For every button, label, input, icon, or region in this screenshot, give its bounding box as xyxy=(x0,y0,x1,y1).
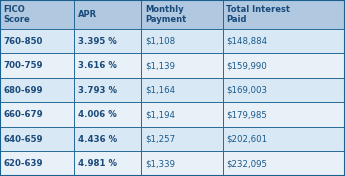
Bar xyxy=(223,54,345,78)
Text: 760-850: 760-850 xyxy=(3,37,43,46)
Bar xyxy=(223,78,345,102)
Text: $159,990: $159,990 xyxy=(226,61,267,70)
Text: 3.616 %: 3.616 % xyxy=(78,61,117,70)
Bar xyxy=(223,152,345,176)
Bar xyxy=(141,54,223,78)
Text: 700-759: 700-759 xyxy=(3,61,43,70)
Text: 4.006 %: 4.006 % xyxy=(78,110,116,119)
Bar xyxy=(141,152,223,176)
Bar xyxy=(0,0,74,29)
Text: $1,108: $1,108 xyxy=(145,37,175,46)
Text: $202,601: $202,601 xyxy=(226,135,267,144)
Text: 4.436 %: 4.436 % xyxy=(78,135,117,144)
Bar xyxy=(223,102,345,127)
Text: 640-659: 640-659 xyxy=(3,135,43,144)
Bar xyxy=(74,0,141,29)
Bar xyxy=(0,78,74,102)
Bar xyxy=(74,29,141,54)
Text: $148,884: $148,884 xyxy=(226,37,267,46)
Text: 4.981 %: 4.981 % xyxy=(78,159,117,168)
Text: $232,095: $232,095 xyxy=(226,159,267,168)
Text: $1,339: $1,339 xyxy=(145,159,175,168)
Bar xyxy=(223,0,345,29)
Text: FICO
Score: FICO Score xyxy=(3,5,30,24)
Bar xyxy=(0,152,74,176)
Bar xyxy=(74,127,141,152)
Text: $1,257: $1,257 xyxy=(145,135,175,144)
Text: $179,985: $179,985 xyxy=(226,110,267,119)
Bar xyxy=(0,102,74,127)
Text: Monthly
Payment: Monthly Payment xyxy=(145,5,186,24)
Bar xyxy=(74,152,141,176)
Bar xyxy=(223,127,345,152)
Bar xyxy=(0,54,74,78)
Text: $1,164: $1,164 xyxy=(145,86,175,95)
Text: $169,003: $169,003 xyxy=(226,86,267,95)
Bar xyxy=(141,127,223,152)
Text: $1,194: $1,194 xyxy=(145,110,175,119)
Bar xyxy=(74,102,141,127)
Bar xyxy=(74,54,141,78)
Text: 3.395 %: 3.395 % xyxy=(78,37,116,46)
Bar xyxy=(0,127,74,152)
Text: 680-699: 680-699 xyxy=(3,86,43,95)
Bar xyxy=(74,78,141,102)
Text: $1,139: $1,139 xyxy=(145,61,175,70)
Bar xyxy=(141,29,223,54)
Bar xyxy=(141,0,223,29)
Text: 620-639: 620-639 xyxy=(3,159,43,168)
Text: Total Interest
Paid: Total Interest Paid xyxy=(226,5,290,24)
Text: APR: APR xyxy=(78,10,97,19)
Bar xyxy=(141,102,223,127)
Text: 3.793 %: 3.793 % xyxy=(78,86,117,95)
Bar xyxy=(0,29,74,54)
Bar xyxy=(223,29,345,54)
Text: 660-679: 660-679 xyxy=(3,110,43,119)
Bar xyxy=(141,78,223,102)
